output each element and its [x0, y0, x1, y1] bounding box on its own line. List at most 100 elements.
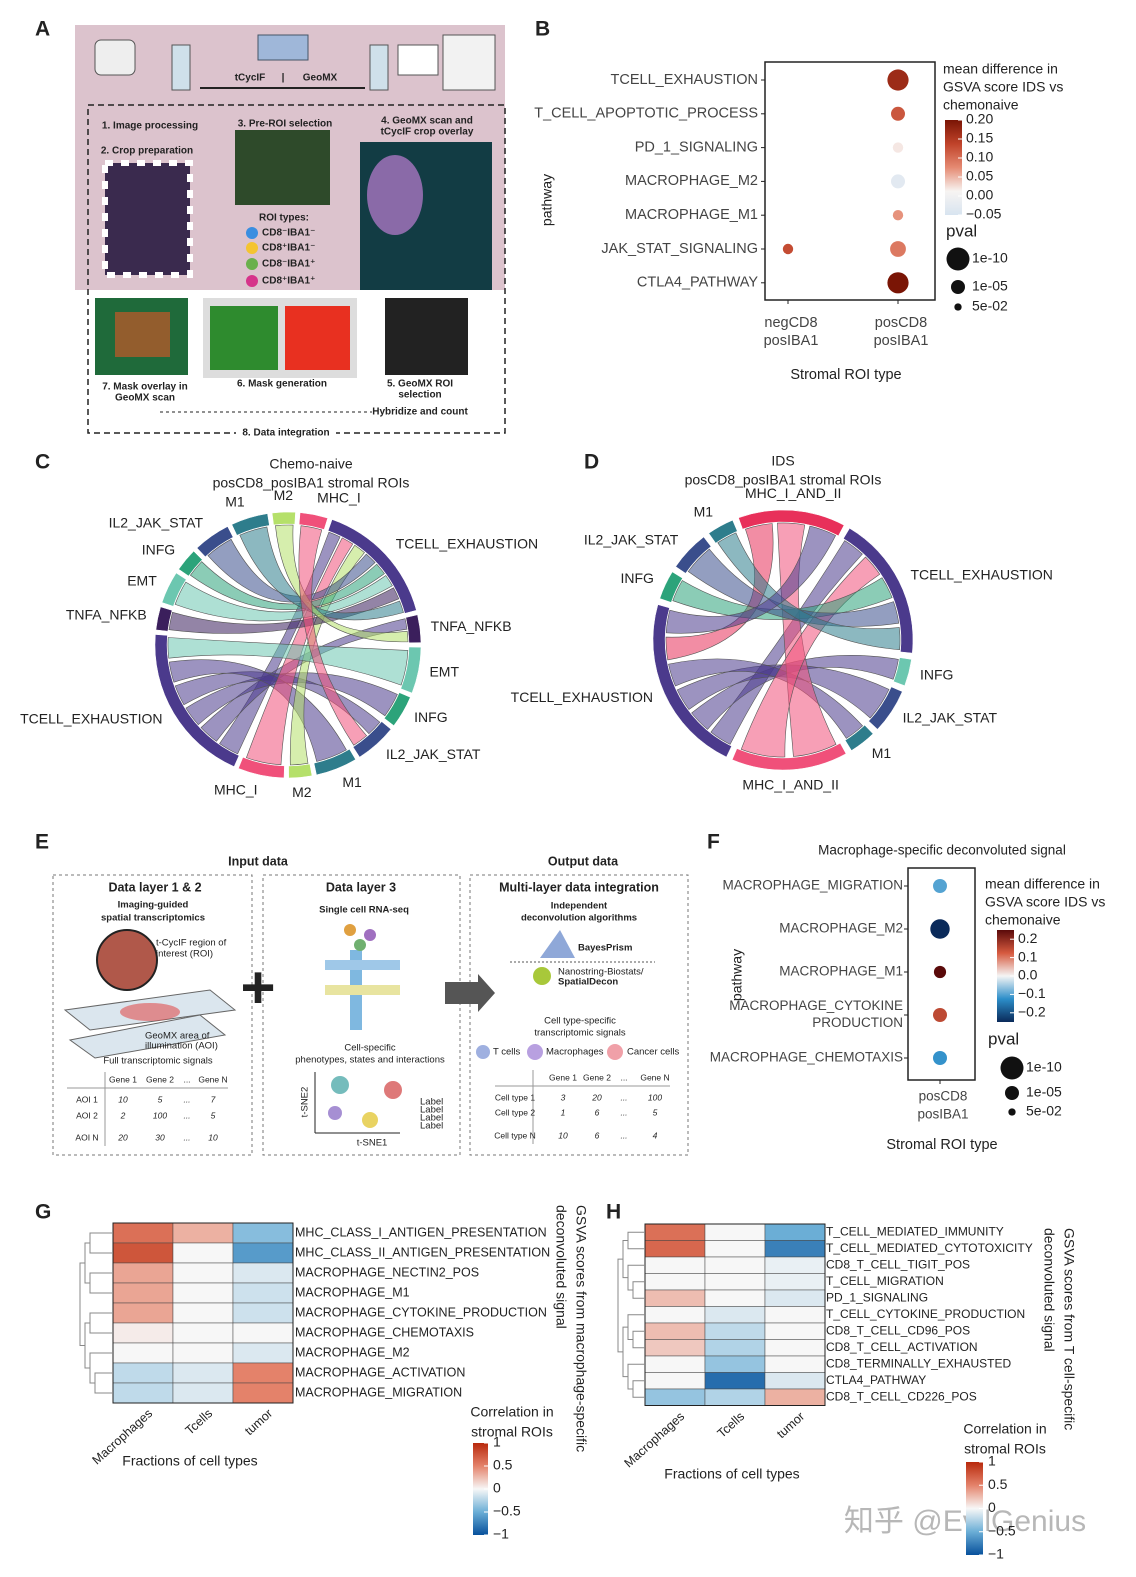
heatmap-cell — [232, 1342, 294, 1364]
chord-sector — [738, 509, 845, 537]
y-tick-label: MACROPHAGE_M1 — [779, 964, 903, 979]
note: Full transcriptomic signals — [103, 1056, 213, 1067]
heatmap-cell — [764, 1355, 826, 1373]
size-legend-dot — [1000, 1056, 1024, 1080]
sector-label: IL2_JAK_STAT — [386, 746, 481, 762]
step-label: 7. Mask overlay in — [102, 382, 188, 393]
legend-title: stromal ROIs — [964, 1441, 1046, 1457]
heatmap-cell — [704, 1273, 766, 1291]
chord-sector — [298, 512, 329, 530]
side-label: deconvoluted signal — [1041, 1228, 1057, 1352]
chord-link — [239, 526, 404, 621]
y-tick-label: T_CELL_APOPTOTIC_PROCESS — [534, 106, 758, 122]
colorbar-tick-label: 0.15 — [966, 130, 993, 146]
note: interest (ROI) — [156, 949, 213, 960]
chord-sector — [708, 519, 738, 544]
flow-channel — [325, 985, 400, 995]
table-header: Gene N — [640, 1072, 669, 1082]
step-label: GeoMX scan — [115, 393, 175, 404]
chord-sector — [161, 572, 187, 607]
y-tick-label: MACROPHAGE_M2 — [779, 921, 903, 936]
heatmap-cell — [704, 1240, 766, 1258]
sector-label: MHC_I — [214, 781, 258, 797]
x-tick-label: posIBA1 — [764, 333, 819, 349]
chord-link — [167, 637, 409, 686]
dendrogram — [617, 1258, 623, 1353]
heatmap-cell — [172, 1382, 234, 1404]
heatmap-cell — [172, 1362, 234, 1384]
dot — [887, 69, 909, 91]
chord-link — [717, 532, 901, 651]
table-header: Gene 1 — [549, 1072, 577, 1082]
table-header: Gene 2 — [583, 1072, 611, 1082]
row-label: MHC_CLASS_II_ANTIGEN_PRESENTATION — [295, 1245, 550, 1259]
table-cell: 3 — [561, 1092, 566, 1102]
dendrogram — [632, 1330, 645, 1349]
legend-label: Label — [420, 1113, 443, 1124]
dot — [892, 142, 904, 153]
roi-selection-image — [385, 298, 468, 375]
section-title: Output data — [548, 854, 619, 868]
table-cell: ... — [620, 1130, 627, 1140]
box — [469, 874, 689, 1156]
sector-label: IL2_JAK_STAT — [109, 515, 204, 531]
table-cell: AOI 1 — [76, 1094, 98, 1104]
chord-sector — [352, 721, 392, 758]
colorbar-tick-label: −1 — [493, 1526, 509, 1542]
legend-title: Correlation in — [963, 1421, 1046, 1437]
heatmap-cell — [644, 1372, 706, 1390]
row-label: T_CELL_MIGRATION — [826, 1274, 944, 1288]
sector-label: MHC_I_AND_II — [745, 485, 841, 501]
row-label: CD8_TERMINALLY_EXHAUSTED — [826, 1356, 1011, 1370]
row-label: MACROPHAGE_ACTIVATION — [295, 1365, 465, 1379]
x-axis-label: Fractions of cell types — [664, 1466, 799, 1482]
x-tick-label: posCD8 — [919, 1089, 968, 1104]
chord-sector — [383, 692, 411, 726]
colorbar-tick-label: −0.5 — [493, 1503, 521, 1519]
roi-dot — [246, 275, 258, 287]
box-title: Data layer 1 & 2 — [108, 880, 201, 894]
sector-label: INFG — [620, 570, 653, 586]
heatmap-cell — [644, 1388, 706, 1406]
heatmap-cell — [172, 1242, 234, 1264]
sector-label: M1 — [342, 774, 362, 790]
chord-sector — [675, 536, 712, 574]
heatmap-cell — [644, 1256, 706, 1274]
plot-frame — [907, 867, 976, 1081]
panel-letter: C — [35, 451, 50, 474]
sector-label: M1 — [694, 503, 714, 519]
chord-link — [189, 561, 385, 610]
sector-label: M2 — [274, 487, 294, 503]
heatmap-cell — [704, 1223, 766, 1241]
column-label: Tcells — [715, 1409, 748, 1440]
heatmap-cell — [644, 1322, 706, 1340]
table-cell: ... — [183, 1132, 190, 1142]
table-cell: ... — [183, 1110, 190, 1120]
panel-a: A tCycIF | GeoMX 1. Image processing 2. … — [35, 18, 506, 440]
chord-sector — [405, 614, 422, 644]
cell — [354, 939, 366, 951]
chord-link — [740, 556, 881, 758]
table-cell: 20 — [591, 1092, 602, 1102]
heatmap-cell — [232, 1322, 294, 1344]
heatmap-cell — [232, 1222, 294, 1244]
table-cell: 5 — [158, 1094, 163, 1104]
heatmap-cell — [112, 1302, 174, 1324]
heatmap-cell — [704, 1355, 766, 1373]
colorbar-tick-label: 0.5 — [988, 1476, 1008, 1492]
panel-letter: B — [535, 18, 550, 41]
heatmap-cell — [764, 1388, 826, 1406]
row-label: MACROPHAGE_NECTIN2_POS — [295, 1265, 479, 1279]
table-cell: Cell type 1 — [495, 1092, 535, 1102]
y-tick-label: MACROPHAGE_CHEMOTAXIS — [710, 1050, 903, 1065]
chord-sector — [659, 571, 683, 603]
mask-overlay — [115, 312, 170, 357]
colorbar-tick-label: −1 — [988, 1546, 1004, 1562]
colorbar — [945, 120, 962, 215]
box-subtitle: deconvolution algorithms — [521, 913, 637, 924]
sector-label: INFG — [920, 666, 953, 682]
dot — [891, 174, 905, 189]
heatmap-cell — [704, 1256, 766, 1274]
dot — [933, 965, 947, 979]
chord-sector — [288, 763, 313, 779]
